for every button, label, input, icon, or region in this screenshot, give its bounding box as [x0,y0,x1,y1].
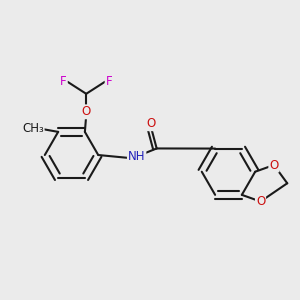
Text: NH: NH [128,150,146,163]
Text: O: O [269,158,278,172]
Text: O: O [147,117,156,130]
Text: O: O [256,195,265,208]
Text: F: F [106,75,112,88]
Text: O: O [82,105,91,118]
Text: CH₃: CH₃ [22,122,44,135]
Text: F: F [60,75,67,88]
